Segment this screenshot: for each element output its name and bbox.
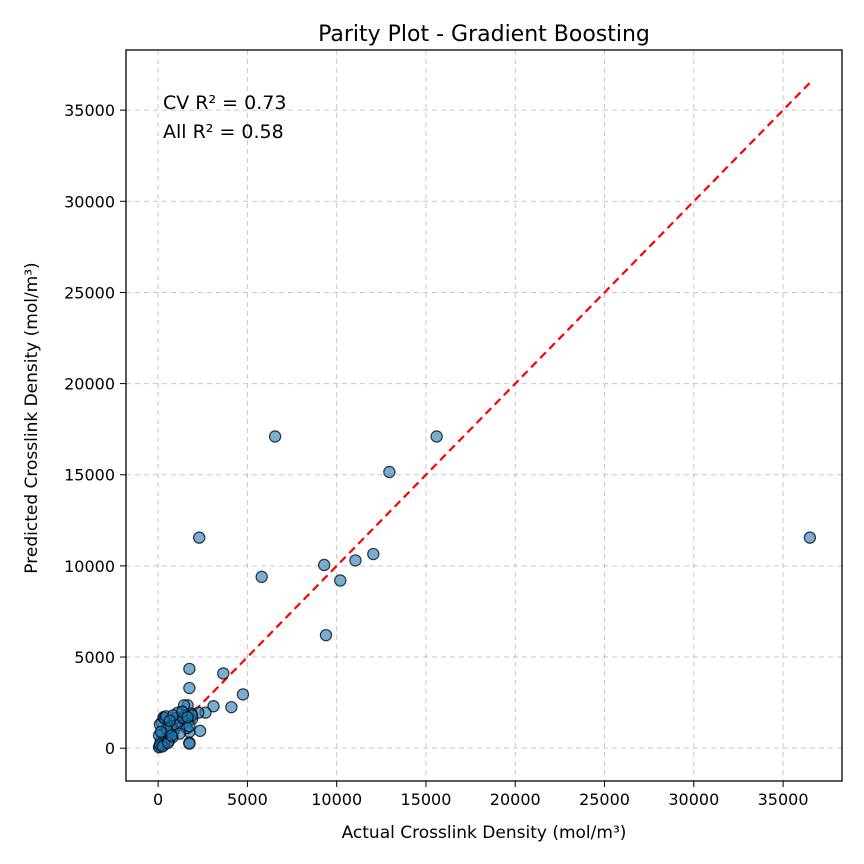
plot-frame — [125, 49, 843, 782]
all-r2-annotation: All R² = 0.58 — [163, 121, 284, 143]
data-point — [183, 737, 196, 750]
chart-title: Parity Plot - Gradient Boosting — [318, 22, 650, 47]
y-tick-label: 0 — [105, 739, 115, 758]
data-point — [193, 724, 207, 738]
data-point — [183, 662, 196, 676]
data-point — [207, 700, 220, 713]
y-axis-label: Predicted Crosslink Density (mol/m³) — [22, 262, 42, 573]
x-tick-label: 20000 — [490, 790, 541, 809]
data-point — [236, 688, 250, 701]
x-tick-label: 10000 — [311, 790, 362, 809]
data-point — [268, 430, 282, 443]
y-tick-label: 5000 — [74, 648, 115, 667]
data-point — [803, 531, 817, 544]
x-tick-label: 25000 — [579, 790, 630, 809]
y-tick-label: 15000 — [64, 466, 115, 485]
y-tick-label: 10000 — [64, 557, 115, 576]
data-point — [255, 570, 268, 584]
x-tick-label: 5000 — [227, 790, 268, 809]
y-tick-label: 35000 — [64, 101, 115, 120]
x-axis-ticks: 0 5000 10000 15000 20000 25000 30000 35000 — [153, 781, 809, 809]
cv-r2-annotation: CV R² = 0.73 — [163, 92, 286, 114]
data-point — [430, 430, 443, 443]
data-point — [183, 681, 196, 695]
data-point — [217, 667, 230, 680]
y-tick-label: 20000 — [64, 375, 115, 394]
data-point — [383, 465, 396, 479]
data-point — [317, 558, 331, 572]
data-point — [163, 714, 176, 728]
data-point — [154, 725, 168, 738]
data-point — [319, 628, 333, 642]
data-point — [165, 729, 178, 742]
y-tick-label: 30000 — [64, 192, 115, 211]
data-point — [349, 554, 362, 567]
x-tick-label: 0 — [153, 790, 163, 809]
scatter-points — [152, 430, 817, 754]
grid-lines — [126, 50, 842, 781]
y-axis-ticks: 0 5000 10000 15000 20000 25000 30000 35000 — [64, 101, 126, 758]
data-point — [181, 710, 194, 724]
y-tick-label: 25000 — [64, 283, 115, 302]
x-tick-label: 35000 — [758, 790, 809, 809]
x-axis-label: Actual Crosslink Density (mol/m³) — [342, 823, 627, 843]
x-tick-label: 30000 — [668, 790, 719, 809]
data-point — [334, 574, 347, 587]
x-tick-label: 15000 — [401, 790, 452, 809]
data-point — [193, 531, 206, 544]
data-point — [225, 700, 238, 714]
data-point — [367, 547, 380, 561]
